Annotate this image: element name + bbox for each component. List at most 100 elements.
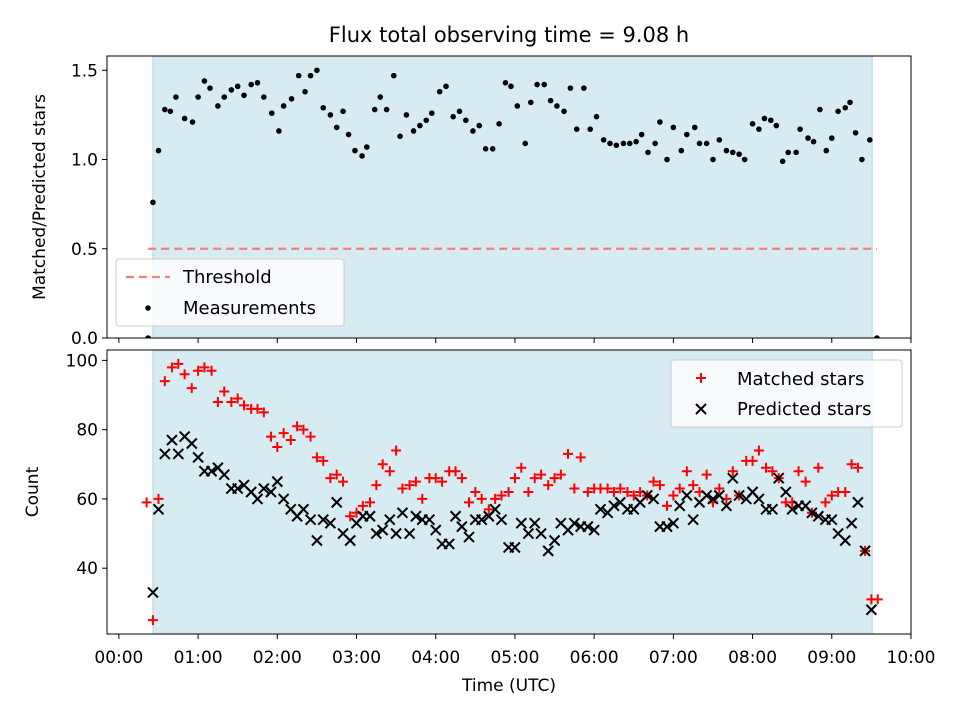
measurement-point (181, 115, 188, 122)
matched-star-point (767, 466, 778, 477)
y-axis-label: Matched/Predicted stars (30, 94, 50, 300)
measurement-point (626, 140, 633, 147)
measurement-point (482, 146, 489, 152)
measurement-point (173, 94, 179, 100)
predicted-star-point (852, 496, 864, 509)
predicted-star-point (839, 534, 851, 547)
predicted-star-point (159, 448, 171, 460)
measurement-point (288, 96, 295, 102)
predicted-star-point (331, 496, 343, 509)
measurement-point (314, 67, 320, 74)
legend-threshold-label: Threshold (182, 267, 272, 288)
measurement-point (852, 129, 859, 136)
y-tick-label: 0.5 (71, 240, 98, 260)
measurement-point (581, 85, 587, 91)
predicted-star-point (529, 517, 541, 529)
measurement-point (359, 153, 365, 159)
measurement-point (234, 83, 241, 90)
measurement-point (476, 122, 483, 129)
measurement-point (302, 88, 308, 95)
matched-star-point (179, 369, 190, 380)
predicted-star-point (687, 513, 699, 526)
ratio-panel: 0.0 0.5 1.0 1.5 Matched/Predicted stars Thres… (30, 55, 912, 349)
measurement-point (561, 108, 567, 115)
x-tick-label: 02:00 (253, 648, 302, 668)
matched-star-point (199, 362, 210, 373)
plot-area (145, 67, 880, 338)
matched-star-point (278, 428, 289, 439)
measurement-point (383, 106, 390, 113)
legend: Threshold Measurements (115, 258, 345, 327)
axes-frame (106, 55, 912, 339)
predicted-star-point (186, 437, 198, 450)
matched-star-point (384, 466, 395, 477)
legend-box (115, 258, 345, 327)
measurement-point (842, 104, 849, 111)
measurement-point (723, 147, 730, 154)
predicted-star-point (681, 489, 693, 502)
predicted-star-point (773, 472, 785, 484)
measurement-point (773, 122, 780, 129)
measurement-point (167, 108, 174, 115)
measurement-point (417, 122, 423, 129)
measurement-point (340, 108, 346, 115)
measurement-point (423, 117, 430, 124)
matched-star-point (569, 483, 580, 494)
series-measurements (145, 67, 880, 338)
y-axis-label: Count (23, 466, 43, 517)
predicted-star-point (410, 510, 422, 522)
matched-star-point (417, 493, 428, 504)
matched-star-point (463, 497, 474, 508)
measurement-point (767, 117, 774, 124)
measurement-point (633, 138, 639, 145)
matched-star-point (714, 483, 725, 494)
legend-measurement-swatch (145, 305, 151, 311)
predicted-star-point (845, 517, 858, 529)
figure-title: Flux total observing time = 9.08 h (329, 23, 689, 47)
predicted-star-point (806, 507, 818, 519)
measurement-point (749, 121, 756, 127)
matched-star-point (826, 490, 837, 501)
matched-star-point (800, 476, 811, 487)
measurement-point (295, 72, 302, 79)
matched-star-point (311, 452, 322, 463)
measurement-point (670, 124, 677, 131)
matched-star-point (846, 459, 857, 470)
predicted-star-point (423, 513, 436, 526)
predicted-star-point (509, 541, 521, 554)
y-tick-label: 0.0 (71, 329, 98, 349)
measurement-point (823, 147, 830, 154)
matched-star-point (186, 383, 197, 394)
predicted-star-point (641, 489, 653, 502)
y-tick-label: 100 (66, 351, 98, 371)
matched-star-point (219, 386, 230, 397)
matched-star-point (503, 487, 514, 497)
predicted-star-point (780, 486, 792, 498)
measurement-point (320, 104, 327, 111)
matched-star-point (483, 504, 494, 515)
predicted-star-point (277, 493, 290, 505)
count-panel: 40 60 80 100 00:00 01:00 02:00 03:00 04:00 05:00 0… (23, 349, 936, 696)
matched-star-point (258, 407, 269, 418)
predicted-star-point (661, 520, 673, 533)
measurement-point (710, 156, 716, 163)
measurement-point (155, 147, 162, 154)
matched-star-point (331, 469, 342, 480)
matched-star-point (377, 459, 388, 470)
measurement-point (736, 151, 742, 157)
x-tick-label: 01:00 (174, 648, 223, 668)
predicted-star-point (608, 500, 620, 512)
measurement-point (307, 72, 314, 79)
predicted-star-point (172, 448, 184, 460)
matched-star-point (437, 476, 448, 487)
matched-star-point (450, 466, 461, 477)
matched-star-point (575, 452, 586, 463)
measurement-point (145, 335, 151, 338)
predicted-star-point (826, 513, 838, 526)
predicted-star-point (753, 493, 765, 505)
measurement-point (638, 131, 645, 138)
measurement-point (254, 79, 261, 86)
measurement-point (327, 112, 334, 118)
predicted-star-point (475, 513, 488, 526)
